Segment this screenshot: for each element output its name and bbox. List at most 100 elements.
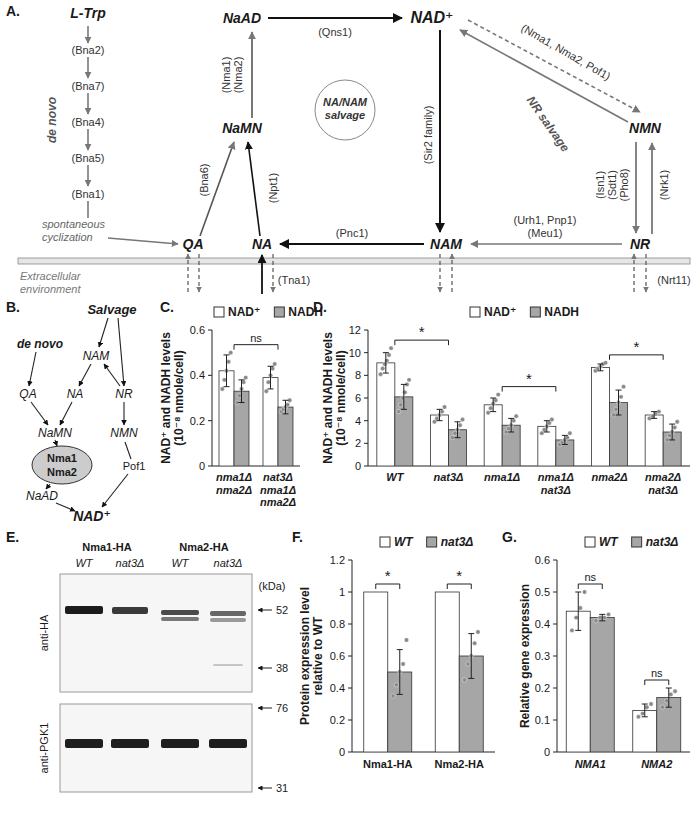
marks (377, 346, 681, 466)
text-line: nma1Δ (260, 484, 296, 496)
metabolite: NaMN (222, 120, 263, 136)
error-bar (383, 353, 389, 373)
replicate-point (460, 417, 464, 421)
pathway-label: de novo (45, 97, 59, 143)
axis-title: relative to WT (311, 616, 325, 695)
band (65, 606, 103, 614)
pathway-label: NR salvage (524, 93, 573, 154)
tick-label: 0 (199, 460, 205, 472)
replicate-point (594, 619, 598, 623)
error-cap (468, 633, 474, 634)
enzyme: (Nma1, Nma2, Pof1) (519, 22, 612, 83)
bar (234, 391, 249, 466)
significance-bracket (502, 387, 556, 392)
error-cap (575, 592, 581, 593)
tick (553, 592, 557, 593)
arrow (87, 201, 88, 218)
replicate-point (398, 403, 402, 407)
significance-label: * (419, 323, 425, 340)
text-line: Nma2-HA (434, 758, 484, 770)
axis-title: Relative gene expression (518, 584, 532, 728)
diagram-node: de novo (17, 337, 63, 351)
marker-label: 31 (276, 782, 288, 794)
error-cap (437, 420, 443, 421)
tick (553, 688, 557, 689)
text-line: spontaneous (42, 218, 105, 230)
chart: G.Relative gene expression00.10.20.30.40… (502, 529, 690, 770)
tick-label: 0 (544, 746, 550, 758)
arrow (635, 142, 637, 233)
bar (590, 618, 614, 752)
unit-label: (kDa) (259, 580, 286, 592)
panel-label: F. (292, 529, 303, 545)
error-cap (490, 398, 496, 399)
error-bar (268, 366, 274, 389)
metabolite: NAM (430, 236, 462, 252)
error-line (457, 422, 458, 438)
enzyme: (Nrk1) (658, 170, 670, 201)
tick-label: 4 (355, 415, 361, 427)
text-line: WT (386, 471, 404, 483)
bar (263, 378, 278, 466)
error-bar (669, 424, 675, 440)
error-cap (666, 688, 672, 689)
tick-label: 2 (355, 437, 361, 449)
arrow (261, 255, 263, 294)
error-cap (283, 413, 289, 414)
error-cap (562, 435, 568, 436)
panel-label: C. (160, 299, 174, 315)
arrow (87, 129, 88, 150)
legend-swatch (530, 307, 540, 317)
error-line (399, 650, 400, 695)
panel-label: A. (6, 3, 20, 19)
tick-label: 0.5 (535, 586, 550, 598)
error-bar (239, 380, 245, 403)
error-cap (455, 437, 461, 438)
replicate-point (458, 423, 462, 427)
membrane (18, 258, 690, 264)
error-cap (598, 364, 604, 365)
error-bar (490, 398, 496, 412)
legend-swatch (427, 537, 437, 547)
tick (364, 466, 368, 467)
significance-label: ns (250, 332, 262, 344)
bar (592, 367, 610, 466)
bar (538, 426, 556, 466)
replicate-point (472, 641, 476, 645)
category-label: nma2Δnat3Δ (645, 471, 681, 496)
tick (208, 375, 212, 376)
lane-label: nat3Δ (214, 557, 243, 569)
legend-swatch (585, 537, 595, 547)
arrow (87, 26, 88, 43)
replicate-point (570, 628, 574, 632)
group-label: Nma1-HA (82, 541, 132, 553)
arrow (645, 254, 646, 292)
replicate-point (394, 683, 398, 687)
marks (566, 590, 681, 752)
metabolite: NaAD (223, 10, 261, 26)
enzyme: (Isn1) (594, 171, 606, 199)
text-line: Nma1-HA (363, 758, 413, 770)
replicate-point (462, 678, 466, 682)
category-label: nma2Δ (591, 471, 627, 483)
band (161, 617, 199, 621)
replicate-point (614, 407, 618, 411)
enzyme: (Bna2) (71, 44, 104, 56)
significance-bracket (447, 584, 471, 589)
band (210, 618, 246, 622)
legend-swatch (214, 307, 224, 317)
legend-label: WT (599, 535, 619, 549)
error-line (600, 364, 601, 371)
antibody-label: anti-HA (38, 614, 50, 651)
text-line: nma1Δ (216, 471, 252, 483)
error-cap (224, 354, 230, 355)
tick (348, 592, 352, 593)
axis-title: (10⁻⁸ nmole/cell) (172, 350, 186, 445)
replicate-point (222, 378, 226, 382)
text-line: nma2Δ (591, 471, 627, 483)
tick (208, 466, 212, 467)
replicate-point (514, 414, 518, 418)
error-line (618, 390, 619, 415)
metabolite: NA (252, 236, 272, 252)
replicate-point (657, 409, 661, 413)
